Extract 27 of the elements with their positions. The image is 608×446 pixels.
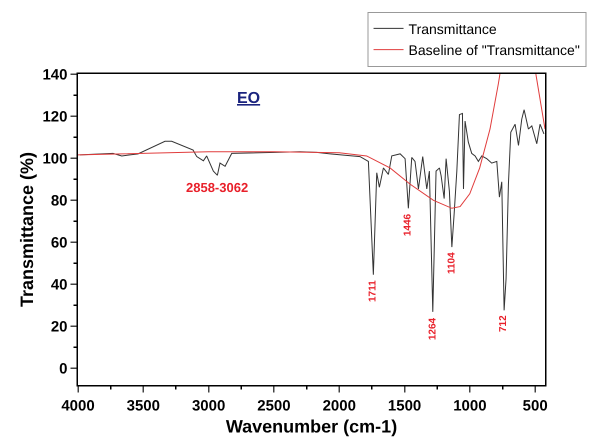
legend-label: Transmittance <box>408 20 497 37</box>
annotation: 712 <box>498 314 510 332</box>
annotation: 1446 <box>402 213 414 236</box>
y-tick-label: 40 <box>50 276 68 294</box>
legend-label: Baseline of "Transmittance" <box>408 42 580 58</box>
annotation: 1264 <box>427 317 438 340</box>
annotation: 1711 <box>368 280 379 302</box>
x-tick-label: 3500 <box>126 398 160 414</box>
annotation: 2858-3062 <box>186 180 248 195</box>
y-tick-label: 140 <box>42 66 68 84</box>
y-tick-label: 60 <box>50 234 68 252</box>
annotation: 1104 <box>446 252 458 274</box>
y-tick-label: 0 <box>59 360 68 378</box>
text: EO <box>237 90 260 107</box>
y-axis-title: Transmittance (%) <box>16 152 37 308</box>
x-axis-title: Wavenumber (cm-1) <box>226 416 398 436</box>
x-tick-label: 3000 <box>192 398 226 414</box>
x-tick-label: 500 <box>522 398 548 414</box>
y-tick-label: 20 <box>50 318 68 336</box>
y-tick-label: 120 <box>42 108 68 126</box>
x-tick-label: 2000 <box>322 398 356 414</box>
x-tick-label: 2500 <box>257 398 291 414</box>
x-tick-label: 1000 <box>453 398 487 414</box>
y-tick-label: 80 <box>50 192 68 210</box>
y-tick-label: 100 <box>42 150 68 168</box>
x-tick-label: 1500 <box>388 398 422 414</box>
x-tick-label: 4000 <box>61 398 95 414</box>
